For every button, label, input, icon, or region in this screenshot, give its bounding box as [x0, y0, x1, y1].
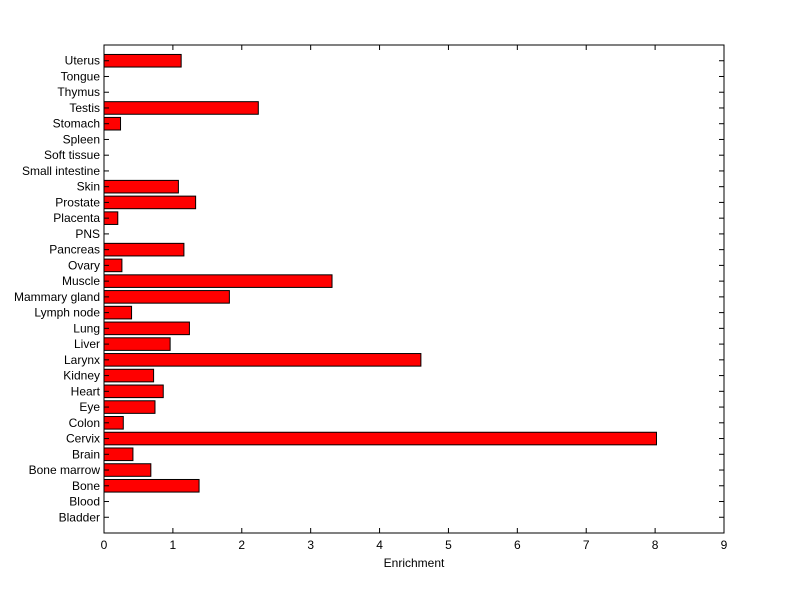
- y-tick-label: Mammary gland: [14, 290, 100, 304]
- x-tick-label: 8: [652, 538, 659, 552]
- bar-heart: [103, 384, 164, 399]
- x-axis-label: Enrichment: [384, 556, 445, 570]
- y-tick-label: Tongue: [61, 69, 101, 83]
- bars-layer: [103, 53, 657, 493]
- y-tick-label: Brain: [72, 447, 100, 461]
- y-tick-label: Cervix: [66, 432, 100, 446]
- bar-skin: [103, 179, 179, 194]
- bar-cervix: [103, 431, 657, 446]
- y-tick-label: Soft tissue: [44, 148, 100, 162]
- y-tick-label: Larynx: [64, 353, 100, 367]
- x-tick-label: 6: [514, 538, 521, 552]
- y-tick-label: Placenta: [53, 211, 100, 225]
- bar-kidney: [103, 368, 155, 383]
- bar-testis: [103, 101, 259, 115]
- y-tick-label: Thymus: [57, 85, 100, 99]
- y-tick-label: Pancreas: [49, 243, 100, 257]
- x-tick-label: 4: [376, 538, 383, 552]
- bar-pancreas: [103, 242, 185, 257]
- x-tick-label: 1: [170, 538, 177, 552]
- bar-mammary-gland: [103, 290, 230, 304]
- bar-bone: [103, 478, 200, 493]
- y-tick-label: Liver: [74, 337, 100, 351]
- bar-prostate: [103, 195, 197, 210]
- bar-eye: [103, 400, 156, 414]
- x-tick-label: 5: [445, 538, 452, 552]
- y-tick-label: Bladder: [59, 510, 100, 524]
- y-tick-label: PNS: [75, 227, 100, 241]
- y-tick-label: Testis: [69, 101, 100, 115]
- y-tick-label: Eye: [79, 400, 100, 414]
- y-tick-label: Spleen: [63, 132, 100, 146]
- x-tick-label: 0: [101, 538, 108, 552]
- y-tick-label: Colon: [69, 416, 100, 430]
- bar-muscle: [103, 274, 333, 288]
- y-tick-label: Prostate: [55, 195, 100, 209]
- y-tick-label: Lymph node: [34, 306, 100, 320]
- y-tick-label: Lung: [73, 321, 100, 335]
- bar-larynx: [103, 353, 422, 367]
- x-tick-label: 2: [238, 538, 245, 552]
- y-tick-label: Ovary: [68, 258, 100, 272]
- y-tick-label: Blood: [69, 495, 100, 509]
- y-tick-label: Bone: [72, 479, 100, 493]
- y-tick-label: Skin: [77, 180, 100, 194]
- y-tick-label: Small intestine: [22, 164, 100, 178]
- y-tick-label: Heart: [71, 384, 101, 398]
- x-tick-label: 9: [721, 538, 728, 552]
- ticks-layer: [103, 45, 725, 533]
- y-tick-label: Bone marrow: [29, 463, 101, 477]
- bar-uterus: [103, 53, 182, 68]
- y-tick-label: Uterus: [65, 54, 100, 68]
- axes-frame: [103, 44, 725, 534]
- x-tick-label: 3: [307, 538, 314, 552]
- y-tick-label: Stomach: [53, 117, 100, 131]
- bar-liver: [103, 337, 171, 351]
- bar-lung: [103, 321, 190, 336]
- x-tick-label: 7: [583, 538, 590, 552]
- y-tick-label: Muscle: [62, 274, 100, 288]
- y-tick-label: Kidney: [63, 369, 100, 383]
- bar-bone-marrow: [103, 463, 152, 477]
